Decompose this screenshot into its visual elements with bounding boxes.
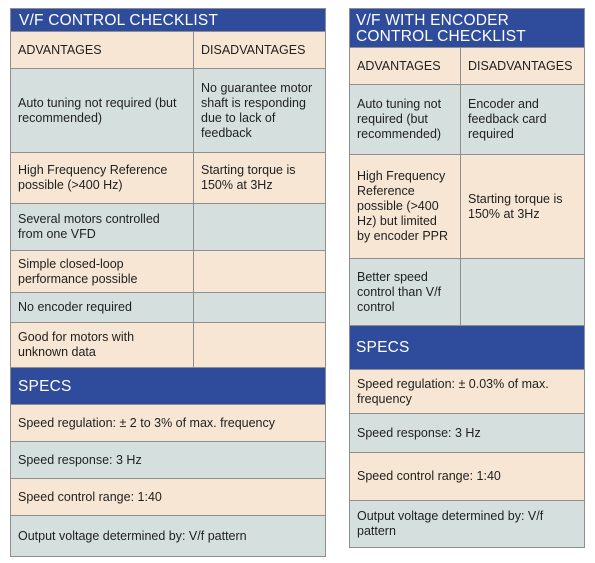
- advantage-cell: Simple closed-loop performance possible: [11, 251, 193, 292]
- spec-cell: Output voltage determined by: V/f patter…: [11, 516, 325, 556]
- specs-title: SPECS: [10, 368, 326, 405]
- spec-row: Speed regulation: ± 0.03% of max. freque…: [349, 370, 585, 414]
- column-header-row: ADVANTAGES DISADVANTAGES: [10, 32, 326, 69]
- disadvantage-cell: [193, 204, 325, 250]
- table-row: Several motors controlled from one VFD: [10, 204, 326, 251]
- panel-title-text: V/F CONTROL CHECKLIST: [19, 12, 219, 29]
- table-row: No encoder required: [10, 293, 326, 323]
- disadvantage-cell: Encoder and feedback card required: [460, 85, 584, 154]
- spec-cell: Speed regulation: ± 2 to 3% of max. freq…: [11, 405, 325, 441]
- disadvantage-cell: [193, 251, 325, 292]
- advantage-cell: Better speed control than V/f control: [350, 259, 460, 325]
- disadvantage-cell: Starting torque is 150% at 3Hz: [460, 155, 584, 258]
- spec-cell: Speed response: 3 Hz: [11, 442, 325, 478]
- spec-row: Speed control range: 1:40: [10, 479, 326, 516]
- spec-cell: Speed response: 3 Hz: [350, 414, 584, 452]
- table-row: Simple closed-loop performance possible: [10, 251, 326, 293]
- disadvantage-cell: [193, 293, 325, 322]
- disadvantages-header: DISADVANTAGES: [193, 32, 325, 68]
- disadvantage-cell: No guarantee motor shaft is responding d…: [193, 69, 325, 152]
- disadvantage-cell: [193, 323, 325, 367]
- spec-row: Speed control range: 1:40: [349, 453, 585, 501]
- spec-cell: Speed control range: 1:40: [350, 453, 584, 500]
- spec-cell: Output voltage determined by: V/f patter…: [350, 501, 584, 547]
- disadvantage-cell: [460, 259, 584, 325]
- vf-control-checklist-panel: V/F CONTROL CHECKLIST ADVANTAGES DISADVA…: [10, 8, 326, 557]
- table-row: Better speed control than V/f control: [349, 259, 585, 326]
- vf-encoder-control-checklist-panel: V/F WITH ENCODER CONTROL CHECKLIST ADVAN…: [349, 8, 585, 548]
- spec-cell: Speed control range: 1:40: [11, 479, 325, 515]
- spec-cell: Speed regulation: ± 0.03% of max. freque…: [350, 370, 584, 413]
- spec-row: Speed response: 3 Hz: [10, 442, 326, 479]
- table-row: Good for motors with unknown data: [10, 323, 326, 368]
- panel-title: V/F CONTROL CHECKLIST: [10, 8, 326, 32]
- spec-row: Speed regulation: ± 2 to 3% of max. freq…: [10, 405, 326, 442]
- advantages-header: ADVANTAGES: [11, 32, 193, 68]
- table-row: Auto tuning not required (but recommende…: [10, 69, 326, 153]
- advantage-cell: Good for motors with unknown data: [11, 323, 193, 367]
- table-row: Auto tuning not required (but recommende…: [349, 85, 585, 155]
- column-header-row: ADVANTAGES DISADVANTAGES: [349, 48, 585, 85]
- specs-title: SPECS: [349, 326, 585, 370]
- disadvantage-cell: Starting torque is 150% at 3Hz: [193, 153, 325, 203]
- advantage-cell: Auto tuning not required (but recommende…: [350, 85, 460, 154]
- specs-title-text: SPECS: [18, 378, 72, 395]
- panel-title-line: CONTROL CHECKLIST: [356, 28, 526, 45]
- panel-title-line: V/F WITH ENCODER: [356, 12, 510, 29]
- specs-title-text: SPECS: [356, 339, 410, 356]
- advantage-cell: Several motors controlled from one VFD: [11, 204, 193, 250]
- advantages-header: ADVANTAGES: [350, 48, 460, 84]
- advantage-cell: High Frequency Reference possible (>400 …: [11, 153, 193, 203]
- panel-title: V/F WITH ENCODER CONTROL CHECKLIST: [349, 8, 585, 48]
- advantage-cell: High Frequency Reference possible (>400 …: [350, 155, 460, 258]
- spec-row: Output voltage determined by: V/f patter…: [10, 516, 326, 557]
- table-row: High Frequency Reference possible (>400 …: [349, 155, 585, 259]
- spec-row: Speed response: 3 Hz: [349, 414, 585, 453]
- table-row: High Frequency Reference possible (>400 …: [10, 153, 326, 204]
- advantage-cell: Auto tuning not required (but recommende…: [11, 69, 193, 152]
- spec-row: Output voltage determined by: V/f patter…: [349, 501, 585, 548]
- advantage-cell: No encoder required: [11, 293, 193, 322]
- disadvantages-header: DISADVANTAGES: [460, 48, 584, 84]
